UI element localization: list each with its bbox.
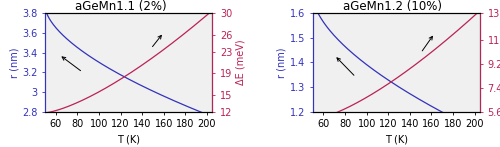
- Text: aGeMn1.2 (10%): aGeMn1.2 (10%): [343, 0, 442, 13]
- Text: aGeMn1.1 (2%): aGeMn1.1 (2%): [75, 0, 166, 13]
- Y-axis label: ΔE (meV): ΔE (meV): [235, 40, 245, 85]
- Y-axis label: r (nm): r (nm): [277, 47, 287, 78]
- X-axis label: T (K): T (K): [117, 135, 140, 145]
- X-axis label: T (K): T (K): [385, 135, 408, 145]
- Y-axis label: r (nm): r (nm): [9, 47, 19, 78]
